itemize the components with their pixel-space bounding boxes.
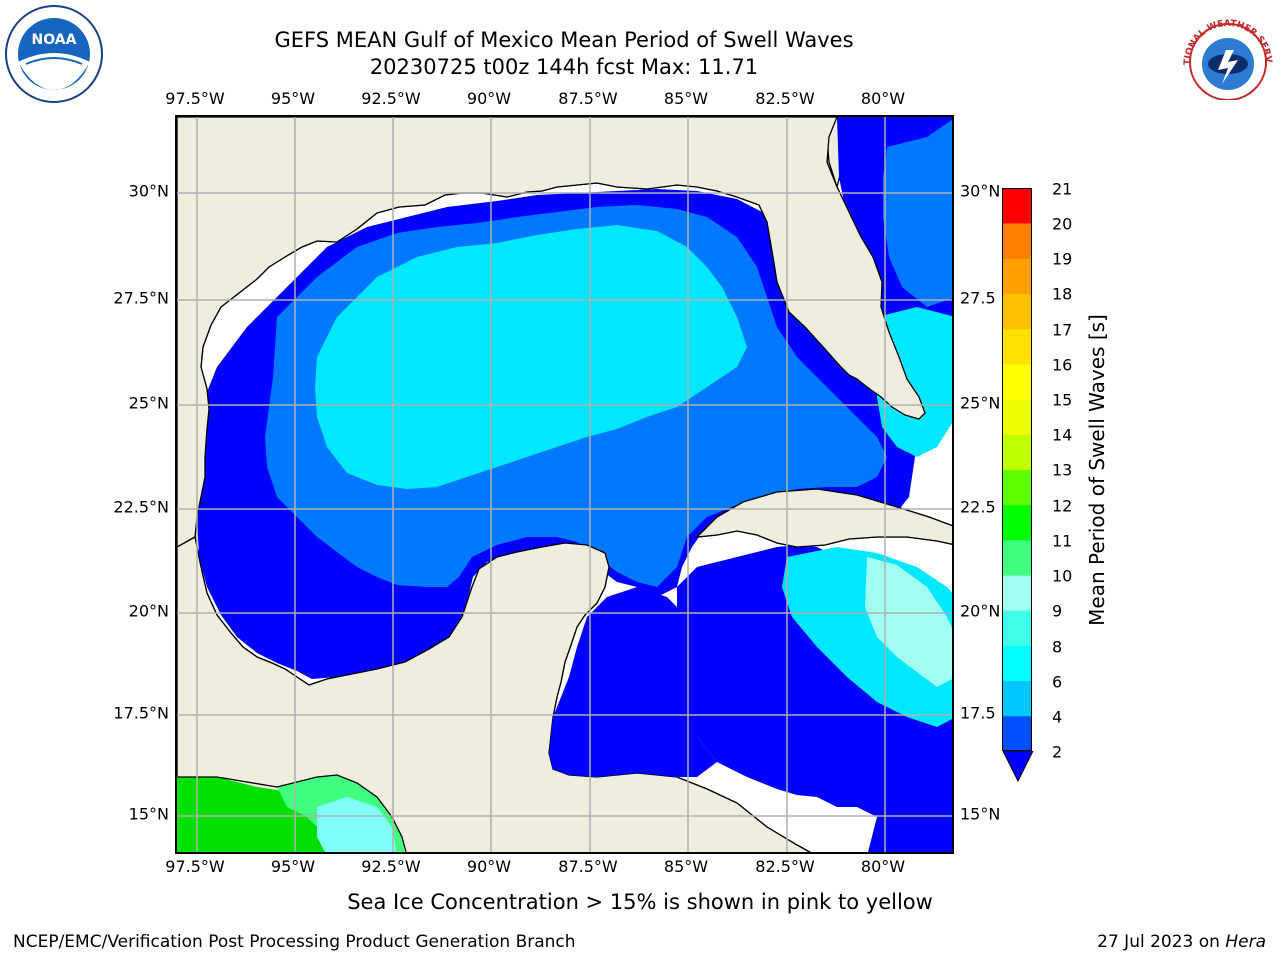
lat-label: 20°N	[128, 601, 169, 621]
lon-label: 82.5°W	[755, 89, 815, 108]
colorbar-tick: 8	[1052, 637, 1063, 657]
colorbar-bin	[1002, 715, 1032, 751]
lon-label: 80°W	[860, 857, 906, 876]
swell-period-map	[177, 117, 952, 852]
colorbar-tick: 4	[1052, 707, 1063, 727]
lat-label: 17.5	[960, 703, 996, 723]
lat-label: 15°N	[960, 804, 1001, 824]
nws-logo: NATIONAL WEATHER SERVICE	[1178, 14, 1273, 100]
lat-label: 27.5	[960, 288, 996, 308]
lat-label: 30°N	[960, 181, 1001, 201]
chart-title: GEFS MEAN Gulf of Mexico Mean Period of …	[274, 28, 854, 52]
lon-label: 90°W	[466, 857, 512, 876]
lon-label: 97.5°W	[165, 857, 225, 876]
colorbar-bin	[1002, 539, 1032, 576]
colorbar-tick: 14	[1052, 425, 1073, 445]
lon-label: 87.5°W	[558, 89, 618, 108]
colorbar-tick: 9	[1052, 601, 1063, 621]
colorbar-tick: 12	[1052, 496, 1073, 516]
colorbar-tick: 19	[1052, 249, 1073, 269]
colorbar-tick: 10	[1052, 566, 1073, 586]
lon-label: 92.5°W	[361, 857, 421, 876]
lon-label: 95°W	[270, 857, 316, 876]
colorbar-tick: 21	[1052, 179, 1073, 199]
colorbar-bin	[1002, 399, 1032, 435]
colorbar-tick: 13	[1052, 460, 1073, 480]
colorbar-bin	[1002, 575, 1032, 611]
colorbar-tick: 18	[1052, 284, 1073, 304]
lat-label: 20°N	[960, 601, 1001, 621]
colorbar-bin	[1002, 223, 1032, 259]
contour-2-4s-se	[868, 817, 952, 852]
footer-host: Hera	[1225, 932, 1266, 952]
colorbar-bin	[1002, 469, 1032, 506]
colorbar-tick: 2	[1052, 742, 1063, 762]
colorbar-bin	[1002, 504, 1032, 541]
lon-label: 85°W	[663, 857, 709, 876]
colorbar-bin	[1002, 645, 1032, 682]
colorbar-bin	[1002, 680, 1032, 717]
colorbar-tick: 15	[1052, 390, 1073, 410]
lon-label: 95°W	[270, 89, 316, 108]
lat-label: 15°N	[128, 804, 169, 824]
sea-ice-note: Sea Ice Concentration > 15% is shown in …	[347, 890, 933, 914]
colorbar-bins	[1002, 188, 1032, 751]
graticule	[177, 117, 952, 852]
lat-label: 22.5	[960, 497, 996, 517]
lon-label: 90°W	[466, 89, 512, 108]
colorbar-bin	[1002, 258, 1032, 295]
colorbar-tick: 16	[1052, 355, 1073, 375]
footer-date: 27 Jul 2023 on Hera	[1097, 932, 1266, 952]
lat-label: 22.5°N	[113, 497, 169, 517]
chart-subtitle: 20230725 t00z 144h fcst Max: 11.71	[369, 55, 759, 79]
lon-label: 87.5°W	[558, 857, 618, 876]
colorbar-tick: 20	[1052, 214, 1073, 234]
colorbar	[1002, 188, 1032, 751]
colorbar-bin	[1002, 328, 1032, 365]
colorbar-tick: 6	[1052, 672, 1063, 692]
footer-date-text: 27 Jul 2023 on	[1097, 932, 1220, 952]
lat-label: 27.5°N	[113, 288, 169, 308]
lon-label: 97.5°W	[165, 89, 225, 108]
lon-label: 92.5°W	[361, 89, 421, 108]
map-panel	[175, 115, 954, 854]
colorbar-bin	[1002, 188, 1032, 224]
colorbar-bin	[1002, 293, 1032, 330]
lat-label: 17.5°N	[113, 703, 169, 723]
colorbar-bin	[1002, 610, 1032, 646]
colorbar-extend	[1002, 751, 1034, 783]
contour-2-4s-caribbean	[549, 587, 717, 777]
contour-6-8s	[315, 225, 747, 489]
svg-text:NOAA: NOAA	[32, 32, 77, 48]
noaa-logo: NOAA	[5, 5, 103, 103]
colorbar-bin	[1002, 434, 1032, 470]
colorbar-tick: 17	[1052, 320, 1073, 340]
contour-4-6s-east	[883, 119, 952, 307]
colorbar-label: Mean Period of Swell Waves [s]	[1085, 314, 1109, 626]
footer-branch: NCEP/EMC/Verification Post Processing Pr…	[13, 932, 576, 952]
lat-label: 30°N	[128, 181, 169, 201]
lat-label: 25°N	[128, 393, 169, 413]
lon-label: 80°W	[860, 89, 906, 108]
contour-8-9s	[865, 557, 952, 687]
lat-label: 25°N	[960, 393, 1001, 413]
colorbar-bin	[1002, 363, 1032, 400]
colorbar-tick: 11	[1052, 531, 1073, 551]
lon-label: 82.5°W	[755, 857, 815, 876]
lon-label: 85°W	[663, 89, 709, 108]
contour-cyan-pacific	[317, 797, 397, 852]
